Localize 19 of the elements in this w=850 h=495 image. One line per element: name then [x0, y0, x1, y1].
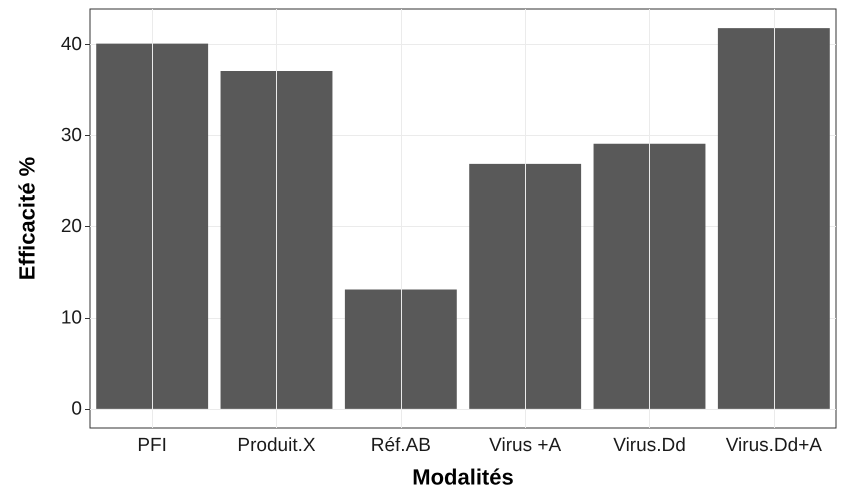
x-tick-label: Produit.X: [237, 435, 316, 456]
x-tick-label: Virus +A: [489, 435, 562, 456]
x-tick-label: PFI: [137, 435, 167, 456]
y-tick-label: 30: [60, 125, 82, 146]
y-tick-label: 0: [71, 398, 82, 420]
bar: [96, 44, 208, 409]
bar: [220, 70, 332, 409]
x-tick-label: Virus.Dd+A: [726, 435, 822, 456]
y-tick-label: 40: [60, 34, 82, 56]
y-axis-title: Efficacité %: [14, 156, 40, 280]
bar: [344, 290, 457, 409]
x-tick-label: Virus.Dd: [613, 435, 686, 456]
bar: [594, 144, 706, 409]
x-tick-label: Réf.AB: [370, 435, 431, 456]
y-tick-label: 20: [60, 216, 82, 238]
bar: [718, 28, 830, 409]
x-axis-title: Modalités: [412, 464, 514, 490]
y-tick-label: 10: [60, 307, 82, 328]
bar: [469, 164, 582, 409]
